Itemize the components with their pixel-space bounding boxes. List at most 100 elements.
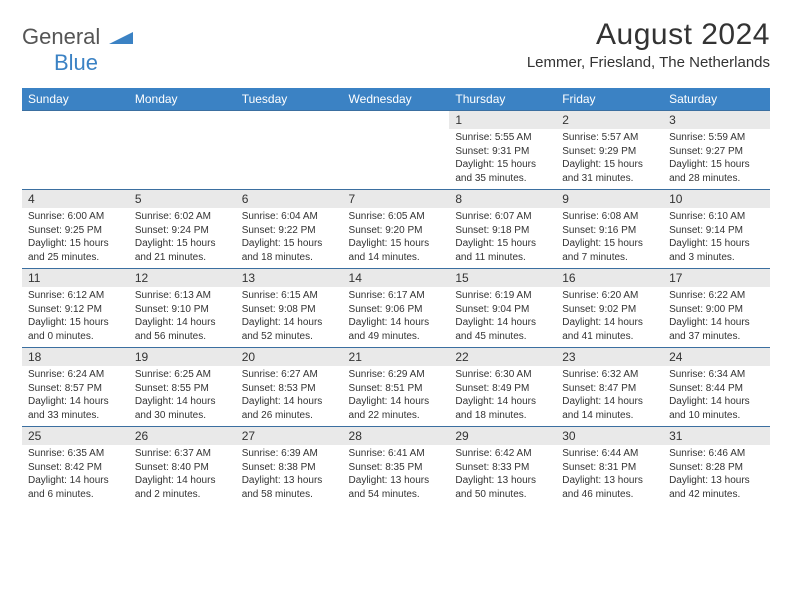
sunrise-text: Sunrise: 6:00 AM	[28, 210, 123, 224]
weekday-header: Thursday	[449, 88, 556, 111]
sunset-text: Sunset: 9:24 PM	[135, 224, 230, 238]
daylight-text: Daylight: 13 hours	[349, 474, 444, 488]
day-number-cell: 1	[449, 111, 556, 130]
weekday-header: Tuesday	[236, 88, 343, 111]
day-number-cell: 5	[129, 190, 236, 209]
sunrise-text: Sunrise: 6:34 AM	[669, 368, 764, 382]
sunset-text: Sunset: 9:16 PM	[562, 224, 657, 238]
daylight-text: Daylight: 15 hours	[28, 316, 123, 330]
day-info-cell: Sunrise: 6:00 AMSunset: 9:25 PMDaylight:…	[22, 208, 129, 269]
day-number-cell: 21	[343, 348, 450, 367]
sunrise-text: Sunrise: 6:19 AM	[455, 289, 550, 303]
sunrise-text: Sunrise: 6:07 AM	[455, 210, 550, 224]
sunset-text: Sunset: 9:04 PM	[455, 303, 550, 317]
day-number-cell: 17	[663, 269, 770, 288]
day-info-cell: Sunrise: 6:20 AMSunset: 9:02 PMDaylight:…	[556, 287, 663, 348]
daylight-text: and 49 minutes.	[349, 330, 444, 344]
daylight-text: and 50 minutes.	[455, 488, 550, 502]
daylight-text: and 26 minutes.	[242, 409, 337, 423]
day-number-row: 45678910	[22, 190, 770, 209]
day-info-cell: Sunrise: 6:19 AMSunset: 9:04 PMDaylight:…	[449, 287, 556, 348]
sunrise-text: Sunrise: 6:24 AM	[28, 368, 123, 382]
daylight-text: Daylight: 14 hours	[349, 316, 444, 330]
month-title: August 2024	[527, 18, 770, 52]
sunrise-text: Sunrise: 5:59 AM	[669, 131, 764, 145]
daylight-text: Daylight: 14 hours	[242, 316, 337, 330]
daylight-text: and 37 minutes.	[669, 330, 764, 344]
sunset-text: Sunset: 9:14 PM	[669, 224, 764, 238]
daylight-text: Daylight: 14 hours	[562, 316, 657, 330]
logo-text-general: General	[22, 24, 100, 49]
day-number-cell: 26	[129, 427, 236, 446]
day-number-row: 123	[22, 111, 770, 130]
sunrise-text: Sunrise: 6:08 AM	[562, 210, 657, 224]
daylight-text: Daylight: 13 hours	[669, 474, 764, 488]
daylight-text: Daylight: 15 hours	[562, 237, 657, 251]
daylight-text: and 10 minutes.	[669, 409, 764, 423]
logo-text-blue: Blue	[54, 50, 98, 75]
daylight-text: and 3 minutes.	[669, 251, 764, 265]
day-number-cell: 18	[22, 348, 129, 367]
day-info-cell: Sunrise: 6:41 AMSunset: 8:35 PMDaylight:…	[343, 445, 450, 505]
day-info-cell: Sunrise: 6:34 AMSunset: 8:44 PMDaylight:…	[663, 366, 770, 427]
daylight-text: and 7 minutes.	[562, 251, 657, 265]
day-info-cell: Sunrise: 6:35 AMSunset: 8:42 PMDaylight:…	[22, 445, 129, 505]
sunrise-text: Sunrise: 6:44 AM	[562, 447, 657, 461]
day-info-cell: Sunrise: 6:46 AMSunset: 8:28 PMDaylight:…	[663, 445, 770, 505]
day-info-cell	[343, 129, 450, 190]
day-number-cell: 14	[343, 269, 450, 288]
day-number-cell: 4	[22, 190, 129, 209]
day-info-cell: Sunrise: 6:04 AMSunset: 9:22 PMDaylight:…	[236, 208, 343, 269]
day-info-cell: Sunrise: 6:08 AMSunset: 9:16 PMDaylight:…	[556, 208, 663, 269]
day-number-cell: 20	[236, 348, 343, 367]
sunset-text: Sunset: 8:40 PM	[135, 461, 230, 475]
calendar-table: Sunday Monday Tuesday Wednesday Thursday…	[22, 88, 770, 505]
sunrise-text: Sunrise: 5:55 AM	[455, 131, 550, 145]
day-number-cell: 25	[22, 427, 129, 446]
sunset-text: Sunset: 8:35 PM	[349, 461, 444, 475]
daylight-text: Daylight: 14 hours	[242, 395, 337, 409]
sunset-text: Sunset: 9:06 PM	[349, 303, 444, 317]
daylight-text: and 18 minutes.	[242, 251, 337, 265]
day-info-cell: Sunrise: 6:32 AMSunset: 8:47 PMDaylight:…	[556, 366, 663, 427]
sunset-text: Sunset: 9:10 PM	[135, 303, 230, 317]
day-info-cell: Sunrise: 6:12 AMSunset: 9:12 PMDaylight:…	[22, 287, 129, 348]
daylight-text: and 30 minutes.	[135, 409, 230, 423]
daylight-text: Daylight: 15 hours	[562, 158, 657, 172]
day-info-cell: Sunrise: 5:57 AMSunset: 9:29 PMDaylight:…	[556, 129, 663, 190]
sunrise-text: Sunrise: 6:15 AM	[242, 289, 337, 303]
day-number-cell: 11	[22, 269, 129, 288]
day-number-cell: 9	[556, 190, 663, 209]
day-info-cell: Sunrise: 6:44 AMSunset: 8:31 PMDaylight:…	[556, 445, 663, 505]
sunset-text: Sunset: 9:20 PM	[349, 224, 444, 238]
daylight-text: Daylight: 14 hours	[669, 316, 764, 330]
day-number-row: 11121314151617	[22, 269, 770, 288]
day-info-cell: Sunrise: 6:02 AMSunset: 9:24 PMDaylight:…	[129, 208, 236, 269]
sunrise-text: Sunrise: 6:32 AM	[562, 368, 657, 382]
daylight-text: and 56 minutes.	[135, 330, 230, 344]
sunset-text: Sunset: 8:31 PM	[562, 461, 657, 475]
sunrise-text: Sunrise: 6:10 AM	[669, 210, 764, 224]
daylight-text: Daylight: 15 hours	[669, 237, 764, 251]
day-number-cell: 23	[556, 348, 663, 367]
sunrise-text: Sunrise: 6:05 AM	[349, 210, 444, 224]
day-info-cell: Sunrise: 6:25 AMSunset: 8:55 PMDaylight:…	[129, 366, 236, 427]
sunrise-text: Sunrise: 6:46 AM	[669, 447, 764, 461]
daylight-text: and 33 minutes.	[28, 409, 123, 423]
day-info-row: Sunrise: 6:35 AMSunset: 8:42 PMDaylight:…	[22, 445, 770, 505]
sunrise-text: Sunrise: 6:02 AM	[135, 210, 230, 224]
day-info-cell: Sunrise: 6:07 AMSunset: 9:18 PMDaylight:…	[449, 208, 556, 269]
weekday-header: Friday	[556, 88, 663, 111]
daylight-text: Daylight: 14 hours	[455, 316, 550, 330]
sunrise-text: Sunrise: 6:25 AM	[135, 368, 230, 382]
sunrise-text: Sunrise: 6:42 AM	[455, 447, 550, 461]
day-number-cell: 31	[663, 427, 770, 446]
sunrise-text: Sunrise: 6:29 AM	[349, 368, 444, 382]
sunrise-text: Sunrise: 6:37 AM	[135, 447, 230, 461]
day-number-cell: 6	[236, 190, 343, 209]
sunset-text: Sunset: 8:44 PM	[669, 382, 764, 396]
day-number-cell: 16	[556, 269, 663, 288]
day-info-cell: Sunrise: 6:27 AMSunset: 8:53 PMDaylight:…	[236, 366, 343, 427]
weekday-header-row: Sunday Monday Tuesday Wednesday Thursday…	[22, 88, 770, 111]
sunrise-text: Sunrise: 6:27 AM	[242, 368, 337, 382]
